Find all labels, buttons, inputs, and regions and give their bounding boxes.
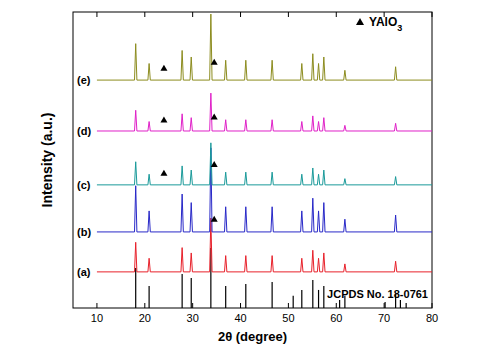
phase-marker <box>211 161 218 167</box>
x-axis-label: 2θ (degree) <box>218 329 287 344</box>
legend-label: YAlO3 <box>369 15 402 33</box>
chart: 10 20 30 40 50 60 70 80 2θ (degree) Intensity (a.… <box>0 0 502 350</box>
plot-frame <box>73 12 432 308</box>
phase-marker <box>211 59 218 65</box>
xrd-trace <box>97 93 432 131</box>
phase-marker <box>160 170 167 176</box>
reference-stick <box>293 296 294 308</box>
x-tick-top <box>144 12 145 17</box>
x-tick-top <box>96 12 97 17</box>
plot-texts: JCPDS No. 18-0761 (a) (b) (c) (d) (e) <box>77 74 428 300</box>
y-axis-label: Intensity (a.u.) <box>39 113 55 208</box>
reference-stick <box>191 278 192 308</box>
x-tick-label: 70 <box>378 312 390 324</box>
x-tick <box>240 303 241 308</box>
reference-stick <box>245 284 246 308</box>
reference-label: JCPDS No. 18-0761 <box>327 288 428 300</box>
trace-label: (b) <box>77 226 91 238</box>
phase-marker <box>160 117 167 123</box>
trace-label: (c) <box>77 179 91 191</box>
xrd-trace <box>97 14 432 80</box>
reference-stick <box>135 268 136 308</box>
reference-stick <box>182 274 183 308</box>
legend: YAlO3 <box>356 15 402 33</box>
reference-stick <box>318 290 319 308</box>
reference-stick <box>225 286 226 308</box>
x-tick-label: 80 <box>426 312 438 324</box>
x-tick <box>144 303 145 308</box>
reference-stick <box>323 286 324 308</box>
x-tick-label: 60 <box>330 312 342 324</box>
x-tick-top <box>288 12 289 17</box>
x-tick <box>384 303 385 308</box>
x-tick <box>288 303 289 308</box>
reference-stick <box>339 300 340 308</box>
x-tick-label: 40 <box>234 312 246 324</box>
plot-marks <box>97 14 432 308</box>
x-tick <box>96 303 97 308</box>
x-axis: 10 20 30 40 50 60 70 80 <box>91 12 438 324</box>
x-tick <box>192 303 193 308</box>
phase-marker <box>211 114 218 120</box>
phase-marker <box>211 216 218 222</box>
reference-stick <box>406 303 407 308</box>
x-tick <box>432 303 433 308</box>
phase-marker <box>160 65 167 71</box>
reference-stick <box>384 302 385 308</box>
x-tick-top <box>432 12 433 17</box>
xrd-trace <box>97 218 432 272</box>
x-tick-top <box>192 12 193 17</box>
trace-label: (a) <box>77 266 91 278</box>
legend-symbol <box>356 18 364 25</box>
x-tick <box>336 303 337 308</box>
trace-label: (e) <box>77 74 91 86</box>
x-tick-label: 20 <box>139 312 151 324</box>
x-tick-label: 50 <box>282 312 294 324</box>
x-tick-top <box>336 12 337 17</box>
reference-stick <box>272 282 273 308</box>
trace-label: (d) <box>77 125 91 137</box>
reference-stick <box>301 290 302 308</box>
x-tick-label: 30 <box>187 312 199 324</box>
x-tick-label: 10 <box>91 312 103 324</box>
reference-stick <box>312 280 313 308</box>
x-tick-top <box>240 12 241 17</box>
reference-stick <box>400 300 401 308</box>
xrd-trace <box>97 143 432 185</box>
xrd-trace <box>97 148 432 232</box>
reference-stick <box>149 286 150 308</box>
